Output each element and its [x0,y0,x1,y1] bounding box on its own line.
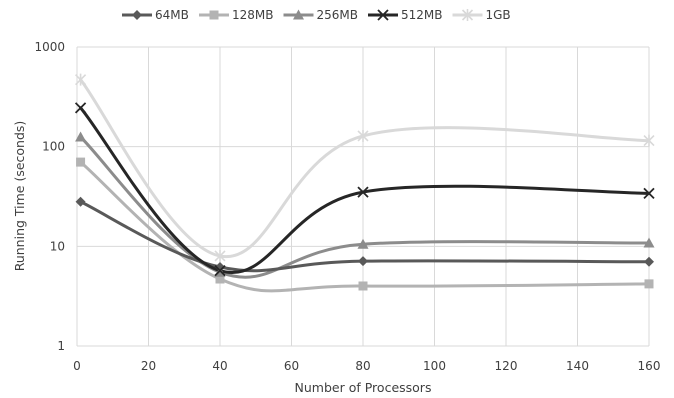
data-point-128MB [76,157,86,167]
series-line-64MB [79,200,651,273]
x-axis-ticks: 0 20 40 60 80 100 120 140 160 [73,359,660,373]
y-tick-label: 1 [57,339,65,353]
data-point-128MB [215,274,225,284]
data-point-512MB [214,265,226,277]
data-point-256MB [357,238,369,249]
legend-item-128MB: 128MB [199,8,274,22]
data-point-512MB [643,187,655,199]
legend-marker [293,9,304,20]
data-point-1GB [357,129,369,142]
legend-label: 64MB [155,8,189,22]
x-tick-label: 100 [423,359,446,373]
legend-label: 1GB [486,8,511,22]
series-lines [79,78,651,293]
y-tick-label: 100 [42,140,65,154]
legend-marker [461,9,474,21]
legend-item-1GB: 1GB [452,8,511,22]
y-tick-label: 1000 [34,40,65,54]
legend-label: 512MB [401,8,443,22]
legend-item-64MB: 64MB [122,8,189,22]
legend-label: 128MB [232,8,274,22]
y-tick-label: 10 [50,239,65,253]
x-tick-label: 0 [73,359,81,373]
legend-item-256MB: 256MB [283,8,359,22]
x-tick-label: 120 [495,359,518,373]
data-point-1GB [214,249,226,262]
series-line-128MB [79,160,651,293]
legend-item-512MB: 512MB [368,8,443,22]
data-point-128MB [644,279,654,289]
y-axis-ticks: 1 10 100 1000 [34,40,65,353]
legend: 64MB 128MB 256MB 512MB 1GB [122,8,511,22]
x-tick-label: 80 [355,359,370,373]
data-point-512MB [74,102,87,114]
legend-marker [377,9,389,21]
series-line-512MB [79,106,651,274]
x-tick-label: 160 [638,359,661,373]
series-markers [74,73,655,291]
legend-label: 256MB [317,8,359,22]
y-axis-title: Running Time (seconds) [12,121,27,272]
data-point-128MB [358,281,368,291]
x-tick-label: 40 [212,359,227,373]
series-line-1GB [79,78,651,259]
data-point-256MB [75,131,87,142]
x-tick-label: 60 [284,359,299,373]
data-point-64MB [644,256,654,267]
x-tick-label: 20 [141,359,156,373]
gridlines [76,46,650,347]
x-tick-label: 140 [566,359,589,373]
data-point-64MB [75,196,86,207]
series-line-256MB [79,135,651,279]
data-point-512MB [357,186,369,198]
legend-marker [209,10,219,20]
data-point-256MB [643,237,655,248]
x-axis-title: Number of Processors [295,380,432,395]
data-point-64MB [358,256,368,267]
data-point-1GB [643,134,655,147]
data-point-64MB [215,262,225,273]
data-point-1GB [75,73,87,86]
legend-marker [132,10,142,20]
